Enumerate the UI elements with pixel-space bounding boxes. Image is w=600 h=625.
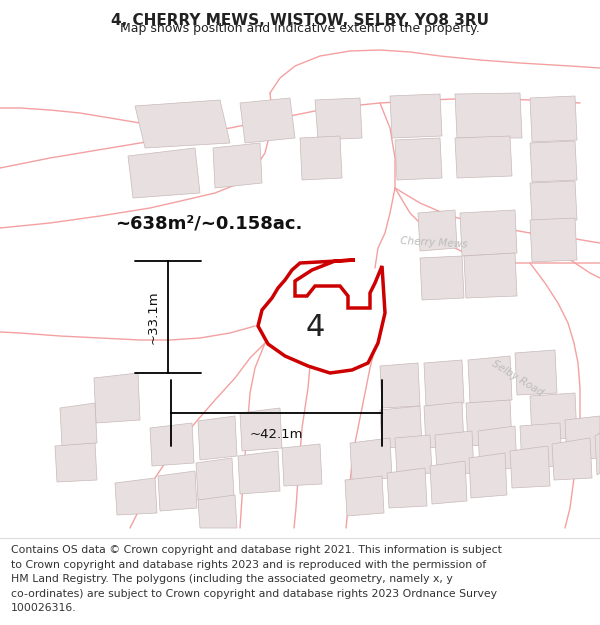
Polygon shape xyxy=(196,458,234,500)
Polygon shape xyxy=(345,476,384,516)
Polygon shape xyxy=(390,94,442,138)
Text: ~33.1m: ~33.1m xyxy=(147,290,160,344)
Polygon shape xyxy=(258,260,385,373)
Text: to Crown copyright and database rights 2023 and is reproduced with the permissio: to Crown copyright and database rights 2… xyxy=(11,559,486,569)
Polygon shape xyxy=(424,402,464,448)
Polygon shape xyxy=(350,438,392,480)
Polygon shape xyxy=(158,471,197,511)
Text: ~42.1m: ~42.1m xyxy=(250,428,303,441)
Polygon shape xyxy=(530,181,577,222)
Polygon shape xyxy=(238,451,280,494)
Polygon shape xyxy=(469,453,507,498)
Text: 100026316.: 100026316. xyxy=(11,603,76,613)
Polygon shape xyxy=(395,435,432,475)
Polygon shape xyxy=(520,423,562,468)
Polygon shape xyxy=(530,218,577,262)
Polygon shape xyxy=(198,416,237,460)
Polygon shape xyxy=(135,100,230,148)
Polygon shape xyxy=(435,431,474,475)
Polygon shape xyxy=(418,210,457,251)
Text: Selby Road: Selby Road xyxy=(490,358,545,398)
Polygon shape xyxy=(424,360,464,406)
Polygon shape xyxy=(530,96,577,142)
Polygon shape xyxy=(55,443,97,482)
Text: Cherry Mews: Cherry Mews xyxy=(400,236,468,250)
Text: 4: 4 xyxy=(305,314,325,342)
Text: HM Land Registry. The polygons (including the associated geometry, namely x, y: HM Land Registry. The polygons (includin… xyxy=(11,574,452,584)
Polygon shape xyxy=(530,141,577,182)
Polygon shape xyxy=(464,253,517,298)
Polygon shape xyxy=(115,478,157,515)
Polygon shape xyxy=(595,433,600,475)
Polygon shape xyxy=(468,356,512,403)
Polygon shape xyxy=(94,373,140,423)
Polygon shape xyxy=(60,403,97,446)
Polygon shape xyxy=(552,438,592,480)
Text: co-ordinates) are subject to Crown copyright and database rights 2023 Ordnance S: co-ordinates) are subject to Crown copyr… xyxy=(11,589,497,599)
Text: Map shows position and indicative extent of the property.: Map shows position and indicative extent… xyxy=(120,21,480,34)
Polygon shape xyxy=(240,408,282,451)
Polygon shape xyxy=(395,138,442,180)
Polygon shape xyxy=(150,423,194,466)
Polygon shape xyxy=(240,98,295,143)
Polygon shape xyxy=(380,363,420,408)
Polygon shape xyxy=(300,136,342,180)
Polygon shape xyxy=(530,393,577,440)
Polygon shape xyxy=(478,426,517,471)
Polygon shape xyxy=(460,210,517,256)
Polygon shape xyxy=(128,148,200,198)
Polygon shape xyxy=(387,468,427,508)
Polygon shape xyxy=(380,406,422,448)
Text: ~638m²/~0.158ac.: ~638m²/~0.158ac. xyxy=(115,214,302,232)
Polygon shape xyxy=(510,446,550,488)
Polygon shape xyxy=(315,98,362,140)
Polygon shape xyxy=(466,400,512,446)
Polygon shape xyxy=(455,93,522,138)
Text: Contains OS data © Crown copyright and database right 2021. This information is : Contains OS data © Crown copyright and d… xyxy=(11,545,502,555)
Polygon shape xyxy=(565,416,600,460)
Polygon shape xyxy=(213,143,262,188)
Polygon shape xyxy=(455,136,512,178)
Polygon shape xyxy=(430,461,467,504)
Text: 4, CHERRY MEWS, WISTOW, SELBY, YO8 3RU: 4, CHERRY MEWS, WISTOW, SELBY, YO8 3RU xyxy=(111,14,489,29)
Polygon shape xyxy=(282,444,322,486)
Polygon shape xyxy=(420,256,464,300)
Polygon shape xyxy=(198,495,237,528)
Polygon shape xyxy=(515,350,557,395)
